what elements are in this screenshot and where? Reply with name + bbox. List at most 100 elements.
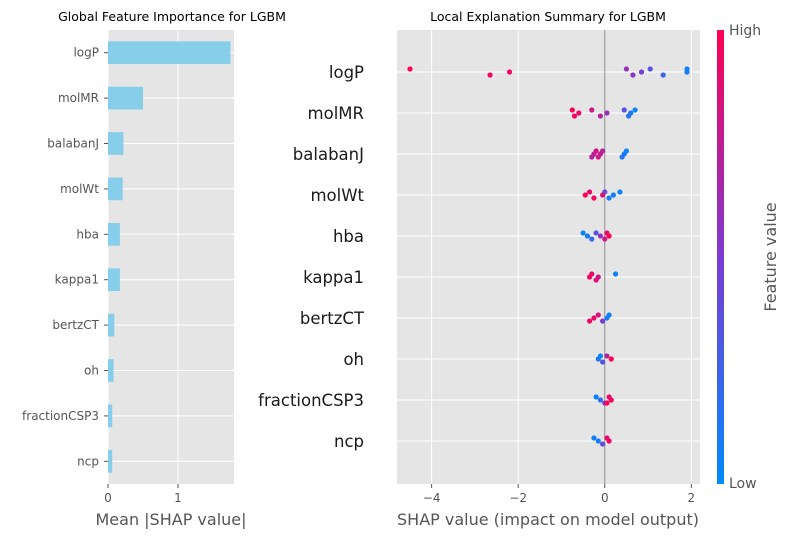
shap-point-molWt	[591, 195, 597, 201]
global-importance-chart: Global Feature Importance for LGBM logP m…	[22, 9, 286, 529]
y-tick-label: molWt	[60, 182, 99, 196]
shap-point-kappa1	[587, 274, 593, 280]
y-tick-label: logP	[73, 46, 99, 60]
shap-point-logP	[487, 72, 493, 78]
shap-point-hba	[589, 236, 595, 242]
bar-kappa1	[108, 268, 120, 292]
shap-point-ncp	[600, 441, 606, 447]
shap-point-logP	[684, 69, 690, 75]
shap-point-ncp	[591, 435, 597, 441]
x-tick-label: 1	[174, 491, 182, 505]
shap-point-hba	[602, 236, 608, 242]
shap-point-bertzCT	[595, 312, 601, 318]
y-tick-label: kappa1	[55, 273, 99, 287]
colorbar: High Low Feature value	[717, 23, 780, 492]
shap-point-balabanJ	[619, 154, 625, 160]
shap-point-logP	[506, 69, 513, 75]
shap-point-oh	[604, 353, 610, 359]
shap-point-molMR	[632, 107, 638, 113]
local-chart-title: Local Explanation Summary for LGBM	[430, 9, 666, 24]
colorbar-label: Feature value	[761, 202, 780, 311]
y-tick-label: molMR	[58, 91, 99, 105]
shap-point-kappa1	[612, 271, 619, 277]
feature-label: balabanJ	[293, 145, 364, 164]
shap-point-oh	[600, 359, 606, 365]
shap-point-molMR	[576, 110, 582, 116]
x-tick-label: −2	[509, 491, 527, 505]
y-tick-label: ncp	[77, 454, 99, 468]
shap-point-balabanJ	[589, 154, 595, 160]
shap-point-molWt	[606, 195, 612, 201]
bar-oh	[108, 359, 114, 382]
local-plot-area	[397, 30, 700, 484]
shap-point-bertzCT	[591, 315, 597, 321]
shap-point-molWt	[600, 192, 606, 198]
y-tick-label: hba	[76, 227, 99, 241]
shap-point-hba	[593, 230, 599, 236]
shap-point-balabanJ	[595, 154, 601, 160]
shap-point-bertzCT	[604, 315, 610, 321]
bar-ncp	[108, 449, 113, 473]
y-tick-label: bertzCT	[52, 318, 99, 332]
colorbar-low-label: Low	[729, 476, 757, 492]
shap-point-hba	[606, 233, 612, 239]
bar-balabanJ	[108, 132, 124, 155]
feature-label: kappa1	[303, 268, 364, 287]
x-tick-label: 0	[601, 491, 609, 505]
x-tick-label: 2	[688, 491, 696, 505]
feature-label: oh	[343, 350, 364, 369]
shap-point-logP	[638, 69, 645, 75]
shap-point-logP	[647, 66, 653, 72]
shap-point-molMR	[589, 107, 595, 113]
shap-point-molWt	[617, 189, 623, 195]
local-summary-chart: Local Explanation Summary for LGBM logP m…	[258, 9, 700, 529]
shap-point-hba	[584, 233, 591, 239]
shap-point-ncp	[606, 438, 612, 444]
feature-label: logP	[329, 63, 364, 82]
y-tick-label: fractionCSP3	[22, 409, 99, 423]
feature-label: molMR	[308, 104, 364, 123]
shap-point-logP	[630, 72, 636, 78]
colorbar-high-label: High	[729, 23, 761, 39]
shap-point-molMR	[569, 107, 575, 113]
shap-point-fractionCSP3	[593, 394, 599, 400]
local-x-axis-label: SHAP value (impact on model output)	[397, 510, 699, 529]
shap-point-ncp	[595, 438, 601, 444]
shap-point-hba	[580, 230, 586, 236]
x-tick-label: 0	[104, 491, 112, 505]
x-tick-label: −4	[423, 491, 441, 505]
bar-bertzCT	[108, 313, 115, 337]
bar-molWt	[108, 177, 123, 201]
shap-point-kappa1	[593, 277, 599, 283]
global-chart-title: Global Feature Importance for LGBM	[58, 9, 286, 24]
shap-point-oh	[595, 356, 601, 362]
bar-logP	[108, 41, 231, 65]
shap-point-molMR	[604, 110, 610, 116]
shap-point-molMR	[571, 113, 578, 119]
shap-point-molWt	[582, 192, 588, 198]
shap-point-bertzCT	[587, 318, 593, 324]
shap-point-logP	[407, 66, 413, 72]
y-tick-label: balabanJ	[47, 137, 99, 151]
y-tick-label: oh	[84, 364, 99, 378]
shap-point-fractionCSP3	[608, 397, 614, 403]
shap-point-fractionCSP3	[604, 400, 610, 406]
shap-point-fractionCSP3	[597, 397, 604, 403]
shap-point-molMR	[621, 107, 627, 113]
shap-point-logP	[623, 66, 630, 72]
shap-point-hba	[597, 233, 604, 239]
bar-fractionCSP3	[108, 404, 113, 428]
shap-point-bertzCT	[600, 318, 606, 324]
feature-label: ncp	[334, 432, 364, 451]
shap-point-logP	[660, 72, 666, 78]
colorbar-gradient	[717, 30, 724, 484]
feature-label: hba	[333, 227, 364, 246]
bar-molMR	[108, 86, 143, 110]
feature-label: molWt	[310, 186, 364, 205]
global-x-axis-label: Mean |SHAP value|	[95, 510, 246, 529]
shap-point-molWt	[610, 192, 617, 198]
shap-point-molWt	[587, 189, 593, 195]
feature-label: fractionCSP3	[258, 391, 364, 410]
shap-point-molMR	[597, 113, 604, 119]
